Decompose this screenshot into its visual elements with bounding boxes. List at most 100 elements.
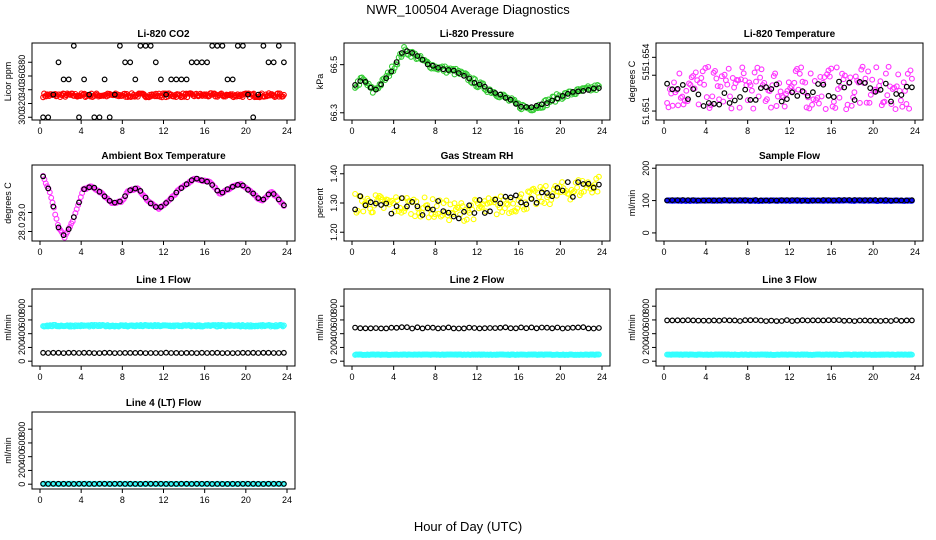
y-axis-label: ml/min bbox=[627, 190, 637, 217]
data-point bbox=[903, 317, 910, 324]
data-point bbox=[744, 97, 751, 104]
x-tick-label: 24 bbox=[597, 126, 607, 136]
y-tick-label: 28.0 bbox=[17, 223, 27, 241]
data-point bbox=[471, 210, 478, 216]
data-point bbox=[106, 114, 113, 120]
data-point bbox=[507, 194, 514, 201]
data-point bbox=[716, 197, 723, 204]
data-point bbox=[471, 325, 478, 331]
data-point bbox=[404, 324, 410, 331]
data-point bbox=[265, 59, 272, 66]
data-point bbox=[492, 90, 499, 96]
data-point bbox=[799, 317, 806, 324]
data-point bbox=[862, 79, 868, 86]
x-tick-label: 24 bbox=[282, 372, 292, 382]
data-point bbox=[736, 104, 743, 111]
data-point bbox=[785, 79, 792, 86]
data-point bbox=[818, 93, 825, 100]
data-point bbox=[590, 184, 597, 191]
data-point bbox=[541, 200, 548, 207]
y-tick-label: 51.654 bbox=[641, 44, 651, 72]
data-point bbox=[778, 98, 785, 105]
data-point bbox=[518, 199, 524, 206]
data-point bbox=[882, 317, 889, 324]
data-point bbox=[60, 350, 67, 357]
data-point bbox=[695, 197, 702, 204]
y-tick-label: 51.651 bbox=[641, 97, 651, 125]
data-point bbox=[731, 197, 738, 204]
y-tick-label: 200 bbox=[329, 340, 339, 355]
data-point bbox=[867, 197, 874, 204]
y-axis-label: degrees C bbox=[3, 182, 13, 224]
panel-title: Li-820 Temperature bbox=[744, 29, 836, 40]
data-point bbox=[685, 197, 691, 204]
y-axis-label: ml/min bbox=[3, 437, 13, 464]
y-tick-label: 66.3 bbox=[329, 104, 339, 122]
data-point bbox=[570, 88, 576, 95]
plot-frame bbox=[31, 411, 296, 490]
data-point bbox=[137, 481, 144, 487]
x-tick-label: 12 bbox=[158, 372, 168, 382]
data-point bbox=[142, 43, 149, 49]
y-tick-label: 200 bbox=[17, 463, 27, 478]
data-point bbox=[163, 349, 170, 356]
data-point bbox=[712, 68, 718, 74]
data-point bbox=[70, 481, 77, 487]
data-point bbox=[695, 91, 702, 98]
data-point bbox=[362, 202, 369, 209]
x-tick-label: 12 bbox=[472, 126, 482, 136]
data-point bbox=[862, 317, 868, 324]
data-point bbox=[506, 210, 512, 217]
data-point bbox=[544, 100, 550, 106]
data-point bbox=[127, 187, 134, 194]
data-point bbox=[450, 213, 457, 220]
data-point bbox=[716, 101, 723, 108]
data-point bbox=[669, 197, 676, 204]
y-tick-label: 340 bbox=[17, 82, 27, 97]
data-point bbox=[685, 317, 691, 324]
data-point bbox=[476, 325, 483, 332]
x-tick-label: 4 bbox=[79, 247, 84, 257]
data-point bbox=[885, 63, 892, 70]
data-point bbox=[152, 59, 159, 66]
data-point bbox=[224, 76, 231, 83]
data-point bbox=[255, 91, 262, 98]
data-point bbox=[705, 63, 712, 70]
y-tick-label: 600 bbox=[641, 312, 651, 327]
x-tick-label: 20 bbox=[241, 495, 251, 505]
data-point bbox=[536, 194, 542, 200]
data-point bbox=[580, 87, 587, 94]
y-tick-label: 0 bbox=[641, 359, 651, 364]
data-point bbox=[570, 193, 576, 200]
x-tick-label: 8 bbox=[120, 495, 125, 505]
data-point bbox=[590, 85, 597, 92]
y-tick-label: 400 bbox=[17, 326, 27, 341]
data-point bbox=[872, 88, 879, 95]
data-point bbox=[270, 191, 277, 197]
data-point bbox=[160, 90, 166, 97]
data-point bbox=[889, 86, 896, 92]
data-point bbox=[815, 81, 821, 87]
data-point bbox=[773, 197, 780, 204]
data-point bbox=[250, 190, 257, 197]
data-point bbox=[81, 186, 87, 193]
data-point bbox=[278, 322, 285, 329]
data-point bbox=[432, 211, 439, 218]
data-point bbox=[513, 325, 519, 332]
data-point bbox=[585, 180, 592, 187]
data-point bbox=[373, 325, 379, 332]
data-point bbox=[580, 188, 587, 195]
data-point bbox=[239, 349, 246, 356]
data-point bbox=[471, 79, 478, 86]
data-point bbox=[841, 197, 848, 203]
data-point bbox=[856, 78, 863, 85]
data-point bbox=[882, 197, 889, 203]
data-point bbox=[742, 317, 749, 324]
data-point bbox=[497, 324, 504, 331]
data-point bbox=[898, 92, 905, 98]
data-point bbox=[564, 325, 571, 332]
data-point bbox=[773, 103, 780, 109]
data-point bbox=[50, 349, 57, 356]
data-point bbox=[596, 181, 602, 188]
panel-title: Ambient Box Temperature bbox=[101, 151, 226, 162]
